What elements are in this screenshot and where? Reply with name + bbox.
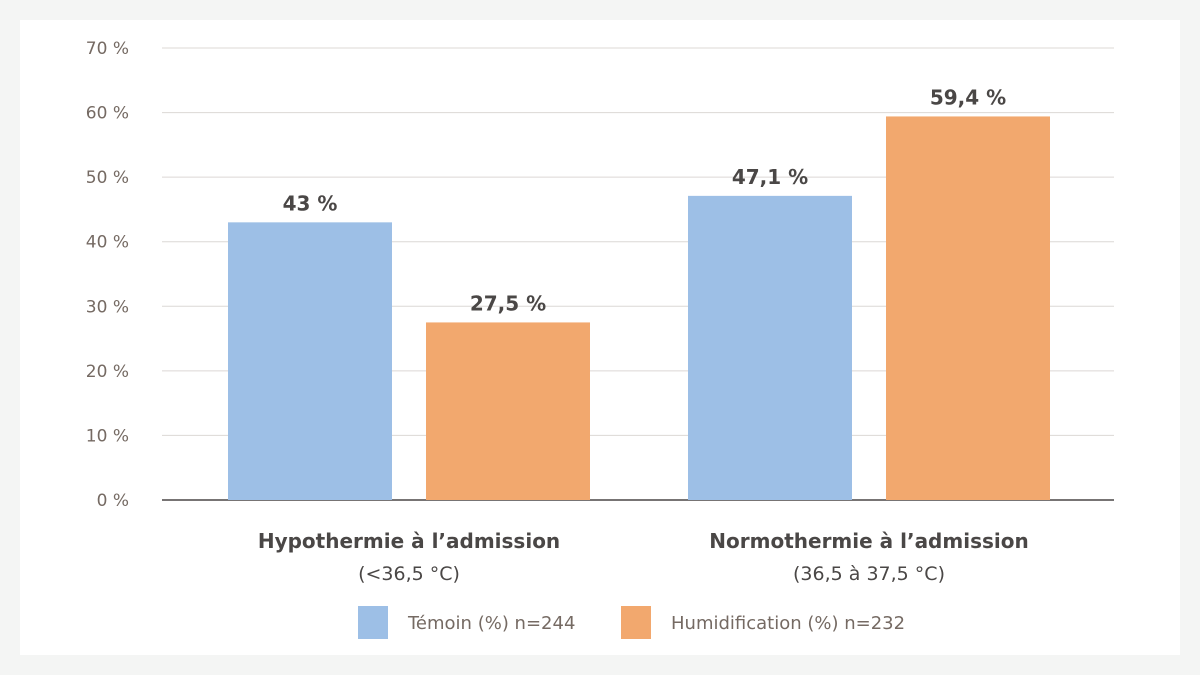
- category-sublabel: (36,5 à 37,5 °C): [793, 563, 945, 585]
- legend-swatch: [358, 606, 388, 639]
- bar: [886, 116, 1050, 501]
- y-tick-label: 60 %: [86, 104, 129, 124]
- y-tick-label: 0 %: [97, 491, 129, 511]
- bar: [688, 195, 852, 500]
- bar: [228, 222, 392, 501]
- data-label: 27,5 %: [470, 291, 546, 315]
- y-tick-label: 10 %: [86, 426, 129, 446]
- y-tick-label: 40 %: [86, 233, 129, 253]
- data-label: 59,4 %: [930, 85, 1006, 109]
- category-label: Normothermie à l’admission: [709, 529, 1028, 553]
- bar: [426, 322, 590, 500]
- y-tick-label: 20 %: [86, 362, 129, 382]
- legend-swatch: [621, 606, 651, 639]
- y-tick-label: 70 %: [86, 39, 129, 59]
- legend-label: Humidification (%) n=232: [671, 613, 905, 634]
- category-label: Hypothermie à l’admission: [258, 529, 560, 553]
- y-tick-label: 50 %: [86, 168, 129, 188]
- data-label: 43 %: [283, 191, 338, 215]
- y-tick-label: 30 %: [86, 297, 129, 317]
- data-label: 47,1 %: [732, 165, 808, 189]
- legend-label: Témoin (%) n=244: [407, 613, 575, 634]
- category-sublabel: (<36,5 °C): [358, 563, 460, 585]
